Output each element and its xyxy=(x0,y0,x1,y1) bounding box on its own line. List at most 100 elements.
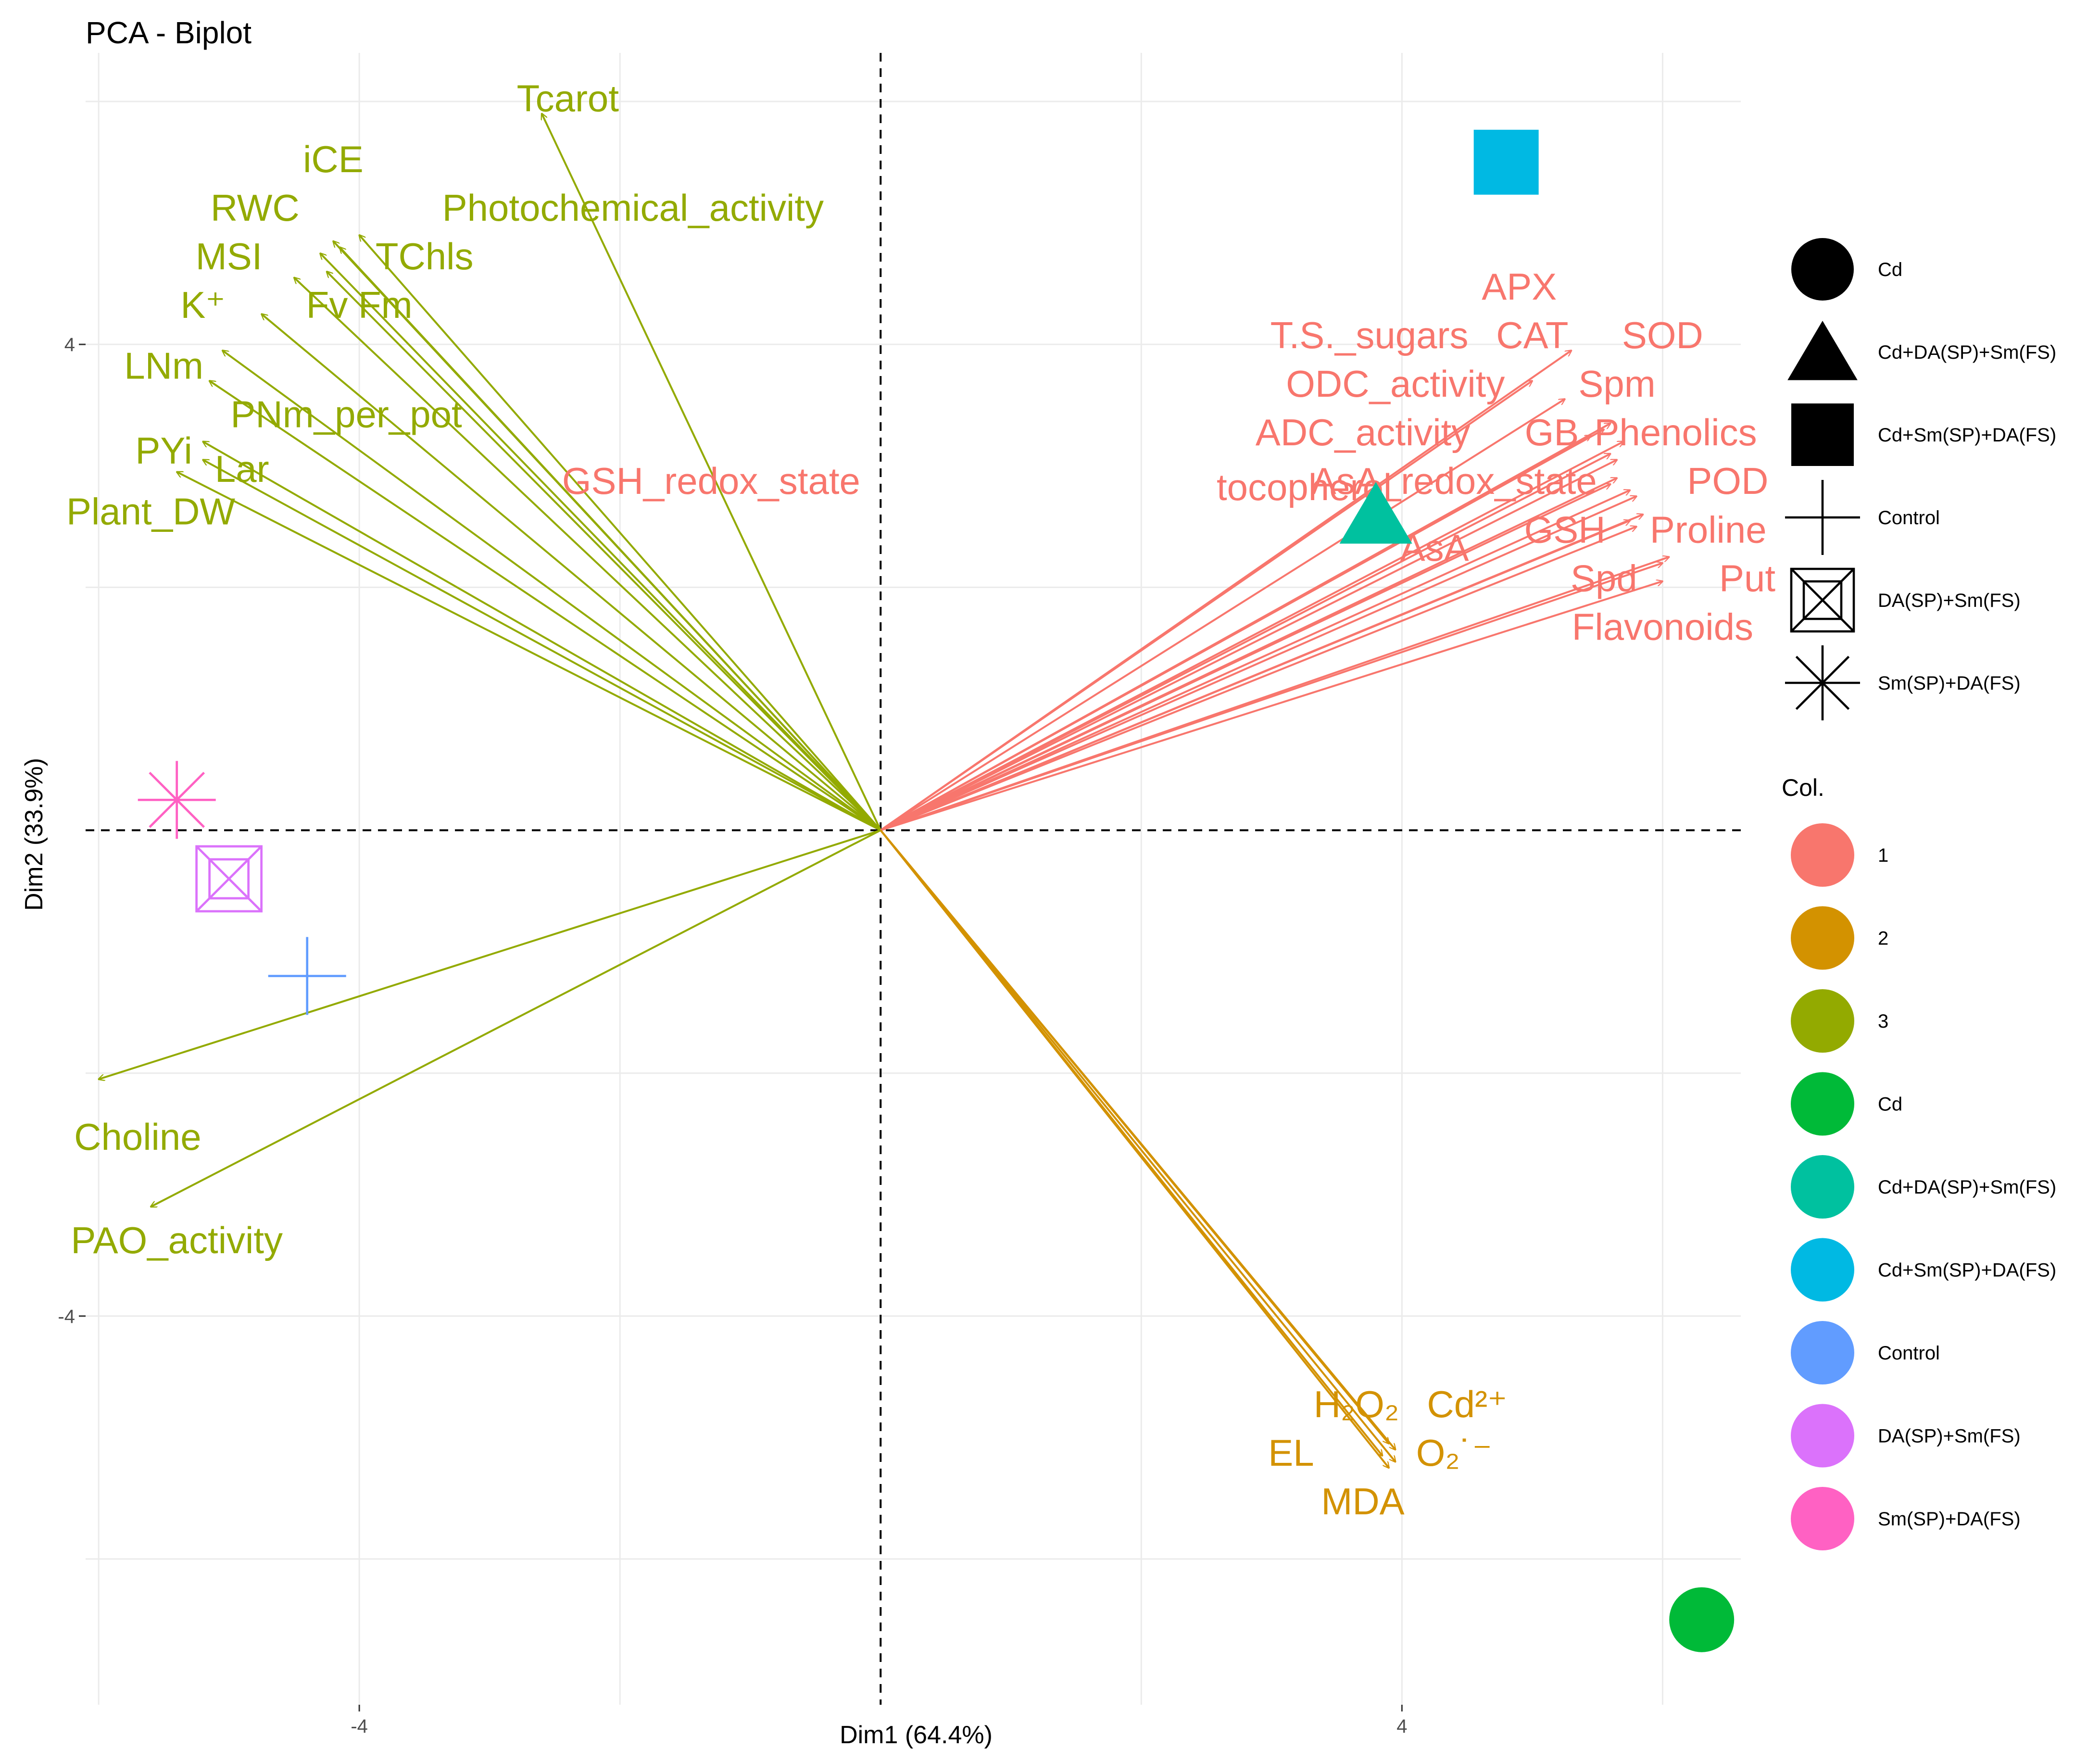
variable-label: ODC_activity xyxy=(1286,363,1505,405)
y-tick-label: -4 xyxy=(58,1306,75,1327)
legend-shape-key xyxy=(1790,567,1855,633)
variable-label: APX xyxy=(1482,265,1557,308)
legend-color-label: Cd xyxy=(1878,1094,1902,1115)
variable-label: K⁺ xyxy=(180,284,225,326)
individual-point xyxy=(1339,482,1412,544)
variable-label: MDA xyxy=(1321,1480,1404,1522)
marker-square xyxy=(1791,403,1854,466)
variable-arrow xyxy=(542,113,882,831)
legend-color-swatch xyxy=(1791,1404,1854,1468)
legend-color-swatch xyxy=(1791,906,1854,970)
legend-shape-label: Cd+Sm(SP)+DA(FS) xyxy=(1878,425,2056,446)
individual-point xyxy=(195,845,263,913)
variable-label: Photochemical_activity xyxy=(442,187,824,229)
legend-shape-key xyxy=(1791,403,1854,466)
axis-ticks: -4 4 -4 4 xyxy=(58,334,1407,1737)
marker-asterisk-stroke xyxy=(149,771,205,828)
individual-point xyxy=(1473,129,1539,195)
marker-square xyxy=(1473,129,1539,195)
variable-arrow xyxy=(880,830,1396,1461)
variable-arrow xyxy=(177,471,881,831)
legend-color-swatch xyxy=(1791,1238,1854,1302)
marker-triangle xyxy=(1787,321,1858,380)
x-tick-label: 4 xyxy=(1396,1716,1407,1737)
variable-arrow xyxy=(880,399,1565,831)
variable-label: Proline xyxy=(1650,508,1767,551)
legend-color-label: Sm(SP)+DA(FS) xyxy=(1878,1509,2021,1530)
variable-label: Fv Fm xyxy=(306,284,413,326)
variable-label: Tcarot xyxy=(517,77,619,120)
variable-arrow xyxy=(880,830,1389,1468)
variable-label: PNm_per_pot xyxy=(230,393,462,435)
legend-color-swatch xyxy=(1791,1321,1854,1384)
variable-label: Put xyxy=(1719,557,1775,599)
marker-box-diag xyxy=(1790,568,1855,632)
variable-label: Spm xyxy=(1578,363,1655,405)
variable-labels: Tcarot iCE Photochemical_activity RWC TChls M… xyxy=(66,77,1775,1522)
legend-shape-key xyxy=(1791,238,1854,301)
variable-arrow xyxy=(880,436,1591,831)
legend-color-swatch xyxy=(1791,1072,1854,1136)
variable-arrow xyxy=(880,581,1662,831)
marker-box-inner xyxy=(208,858,250,900)
variable-arrow xyxy=(223,351,881,831)
legend-color: Col. 1 2 3 Cd Cd+DA(SP)+Sm(FS) Cd+Sm(SP)+DA(FS… xyxy=(1782,774,2056,1550)
variable-label: Lar xyxy=(215,448,269,490)
variable-arrow xyxy=(294,277,881,831)
marker-box-outer xyxy=(1790,567,1855,633)
marker-asterisk-stroke xyxy=(1795,655,1850,710)
legend-color-label: Cd+DA(SP)+Sm(FS) xyxy=(1878,1177,2056,1198)
y-axis-title: Dim2 (33.9%) xyxy=(20,758,48,911)
individual-points xyxy=(138,129,1735,1652)
marker-triangle xyxy=(1339,482,1412,544)
variable-label: Choline xyxy=(74,1116,201,1158)
marker-box-inner xyxy=(1802,580,1843,620)
variable-label: PYi xyxy=(135,429,192,472)
variable-label: Plant_DW xyxy=(66,490,235,532)
legend-color-swatch xyxy=(1791,989,1854,1053)
variable-label: Cd²⁺ xyxy=(1427,1383,1507,1425)
variable-arrow xyxy=(203,441,881,831)
legend-color-label: Cd+Sm(SP)+DA(FS) xyxy=(1878,1260,2056,1281)
variable-arrow xyxy=(880,381,1532,831)
reference-lines xyxy=(86,53,1741,1705)
legend-color-label: DA(SP)+Sm(FS) xyxy=(1878,1426,2021,1447)
variable-label: GSH xyxy=(1524,508,1606,551)
variable-label: ADC_activity xyxy=(1256,411,1470,453)
variable-arrow xyxy=(327,272,881,831)
variable-arrow xyxy=(340,247,881,831)
variable-label: Flavonoids xyxy=(1572,605,1753,648)
individual-point xyxy=(138,761,216,839)
legend-shape-key xyxy=(1785,645,1860,720)
variable-label: TChls xyxy=(376,235,474,277)
legend-color-swatch xyxy=(1791,1155,1854,1219)
variable-label: iCE xyxy=(303,138,364,180)
legend-shape-label: DA(SP)+Sm(FS) xyxy=(1878,590,2021,611)
variable-label: CAT xyxy=(1496,314,1568,356)
x-tick-label: -4 xyxy=(351,1716,368,1737)
variable-label: PAO_activity xyxy=(71,1219,283,1261)
variable-arrow xyxy=(99,829,881,1079)
legend-shape: Cd Cd+DA(SP)+Sm(FS) Cd+Sm(SP)+DA(FS) Contro… xyxy=(1785,238,2056,720)
marker-circle xyxy=(1669,1587,1735,1652)
legend-shape-key xyxy=(1785,480,1860,555)
legend-shape-label: Control xyxy=(1878,507,1940,528)
legend-shape-label: Sm(SP)+DA(FS) xyxy=(1878,673,2021,694)
variable-label: SOD xyxy=(1622,314,1703,356)
variable-label: RWC xyxy=(211,187,300,229)
legend-shape-key xyxy=(1787,321,1858,380)
variable-label: GB xyxy=(1525,411,1579,453)
variable-arrows xyxy=(99,113,1669,1468)
variable-label: T.S._sugars xyxy=(1270,314,1469,356)
legend-color-title: Col. xyxy=(1782,774,1824,801)
variable-arrow xyxy=(209,381,881,831)
individual-point xyxy=(268,937,346,1015)
marker-circle xyxy=(1791,238,1854,301)
variable-label: GSH_redox_state xyxy=(562,460,860,502)
variable-label: EL xyxy=(1268,1432,1314,1474)
variable-arrow xyxy=(320,253,881,831)
variable-arrow xyxy=(880,478,1617,831)
variable-arrow xyxy=(880,515,1643,831)
variable-arrow xyxy=(151,829,881,1207)
